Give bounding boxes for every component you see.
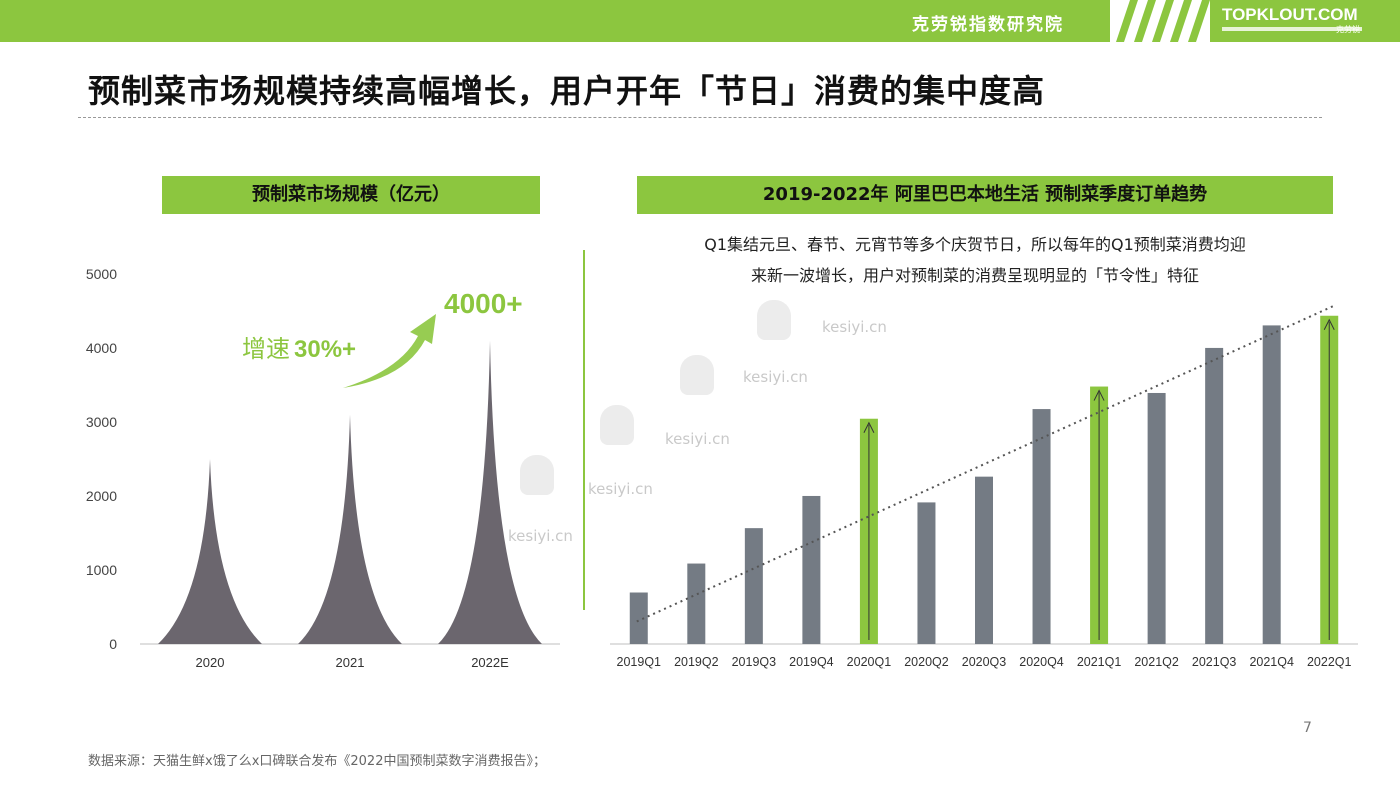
left-chart-heading: 预制菜市场规模（亿元） xyxy=(162,176,540,214)
seasonality-note-line2: 来新一波增长，用户对预制菜的消费呈现明显的「节令性」特征 xyxy=(750,266,1199,285)
x-tick-label: 2020Q3 xyxy=(962,655,1007,669)
quarter-bar xyxy=(1262,325,1281,644)
growth-arrow-icon xyxy=(343,314,436,388)
x-tick-label: 2022E xyxy=(471,655,509,670)
quarterly-orders-chart: 2019Q1 2019Q2 2019Q3 2019Q4 2020Q1 2020Q2 2020… xyxy=(610,305,1358,669)
x-tick-label: 2021Q2 xyxy=(1134,655,1179,669)
watermark-figure xyxy=(600,405,634,445)
x-tick-label: 2021Q4 xyxy=(1249,655,1294,669)
x-tick-label: 2020 xyxy=(196,655,225,670)
spike-bar xyxy=(298,414,402,644)
market-size-callout: 4000+ xyxy=(444,288,523,319)
market-size-chart: 0 1000 2000 3000 4000 5000 2020 2021 2022E 增速 30%+… xyxy=(86,266,560,670)
watermark-text: kesiyi.cn xyxy=(588,480,653,498)
growth-value: 30%+ xyxy=(294,336,356,363)
x-tick-label: 2020Q4 xyxy=(1019,655,1064,669)
y-tick-label: 4000 xyxy=(86,340,117,356)
quarter-bar xyxy=(917,502,936,644)
seasonality-note-line1: Q1集结元旦、春节、元宵节等多个庆贺节日，所以每年的Q1预制菜消费均迎 xyxy=(704,235,1246,254)
x-tick-label: 2022Q1 xyxy=(1307,655,1352,669)
brand-logo: TOPKLOUT.COM xyxy=(1222,5,1358,24)
y-tick-label: 5000 xyxy=(86,266,117,282)
seasonal-arrow-head xyxy=(1323,318,1335,330)
watermark-figure xyxy=(520,455,554,495)
quarter-bar xyxy=(687,563,706,644)
brand-box xyxy=(1212,0,1400,42)
quarter-bar xyxy=(802,495,821,644)
title-divider xyxy=(78,117,1322,118)
x-tick-label: 2019Q2 xyxy=(674,655,719,669)
stripe-decoration xyxy=(1110,0,1210,42)
quarter-bar xyxy=(1147,392,1166,644)
brand-tagline-bar xyxy=(1222,27,1362,31)
growth-prefix: 增速 xyxy=(242,336,290,363)
x-tick-label: 2020Q2 xyxy=(904,655,949,669)
page-number: 7 xyxy=(1303,720,1312,736)
watermark-text: kesiyi.cn xyxy=(508,527,573,545)
x-tick-label: 2019Q3 xyxy=(732,655,777,669)
seasonal-arrow-head xyxy=(863,421,875,433)
trend-line xyxy=(636,305,1334,623)
watermark-text: kesiyi.cn xyxy=(743,368,808,386)
right-chart-heading: 2019-2022年 阿里巴巴本地生活 预制菜季度订单趋势 xyxy=(637,176,1333,214)
x-tick-label: 2021Q3 xyxy=(1192,655,1237,669)
quarter-bar xyxy=(1032,409,1051,644)
y-tick-label: 3000 xyxy=(86,414,117,430)
watermark-text: kesiyi.cn xyxy=(822,318,887,336)
y-tick-label: 1000 xyxy=(86,562,117,578)
panel-divider xyxy=(583,250,585,610)
quarter-bar xyxy=(629,592,648,644)
quarter-bar xyxy=(744,528,763,644)
x-tick-label: 2021Q1 xyxy=(1077,655,1122,669)
page-title: 预制菜市场规模持续高幅增长，用户开年「节日」消费的集中度高 xyxy=(88,72,1046,110)
watermark-figure xyxy=(680,355,714,395)
x-tick-label: 2019Q4 xyxy=(789,655,834,669)
brand-subname: 克劳锐 xyxy=(1336,25,1360,34)
x-tick-label: 2021 xyxy=(336,655,365,670)
quarter-bar xyxy=(975,476,993,644)
y-tick-label: 2000 xyxy=(86,488,117,504)
data-source: 数据来源：天猫生鲜x饿了么x口碑联合发布《2022中国预制菜数字消费报告》； xyxy=(88,754,546,769)
org-name: 克劳锐指数研究院 xyxy=(912,15,1064,35)
x-tick-label: 2020Q1 xyxy=(847,655,892,669)
quarter-bar xyxy=(1205,347,1224,644)
y-tick-label: 0 xyxy=(109,636,117,652)
watermark-figure xyxy=(757,300,791,340)
x-tick-label: 2019Q1 xyxy=(617,655,662,669)
spike-bar xyxy=(158,459,262,644)
watermark-text: kesiyi.cn xyxy=(665,430,730,448)
seasonal-arrow-head xyxy=(1093,389,1105,401)
spike-bar xyxy=(438,340,542,644)
